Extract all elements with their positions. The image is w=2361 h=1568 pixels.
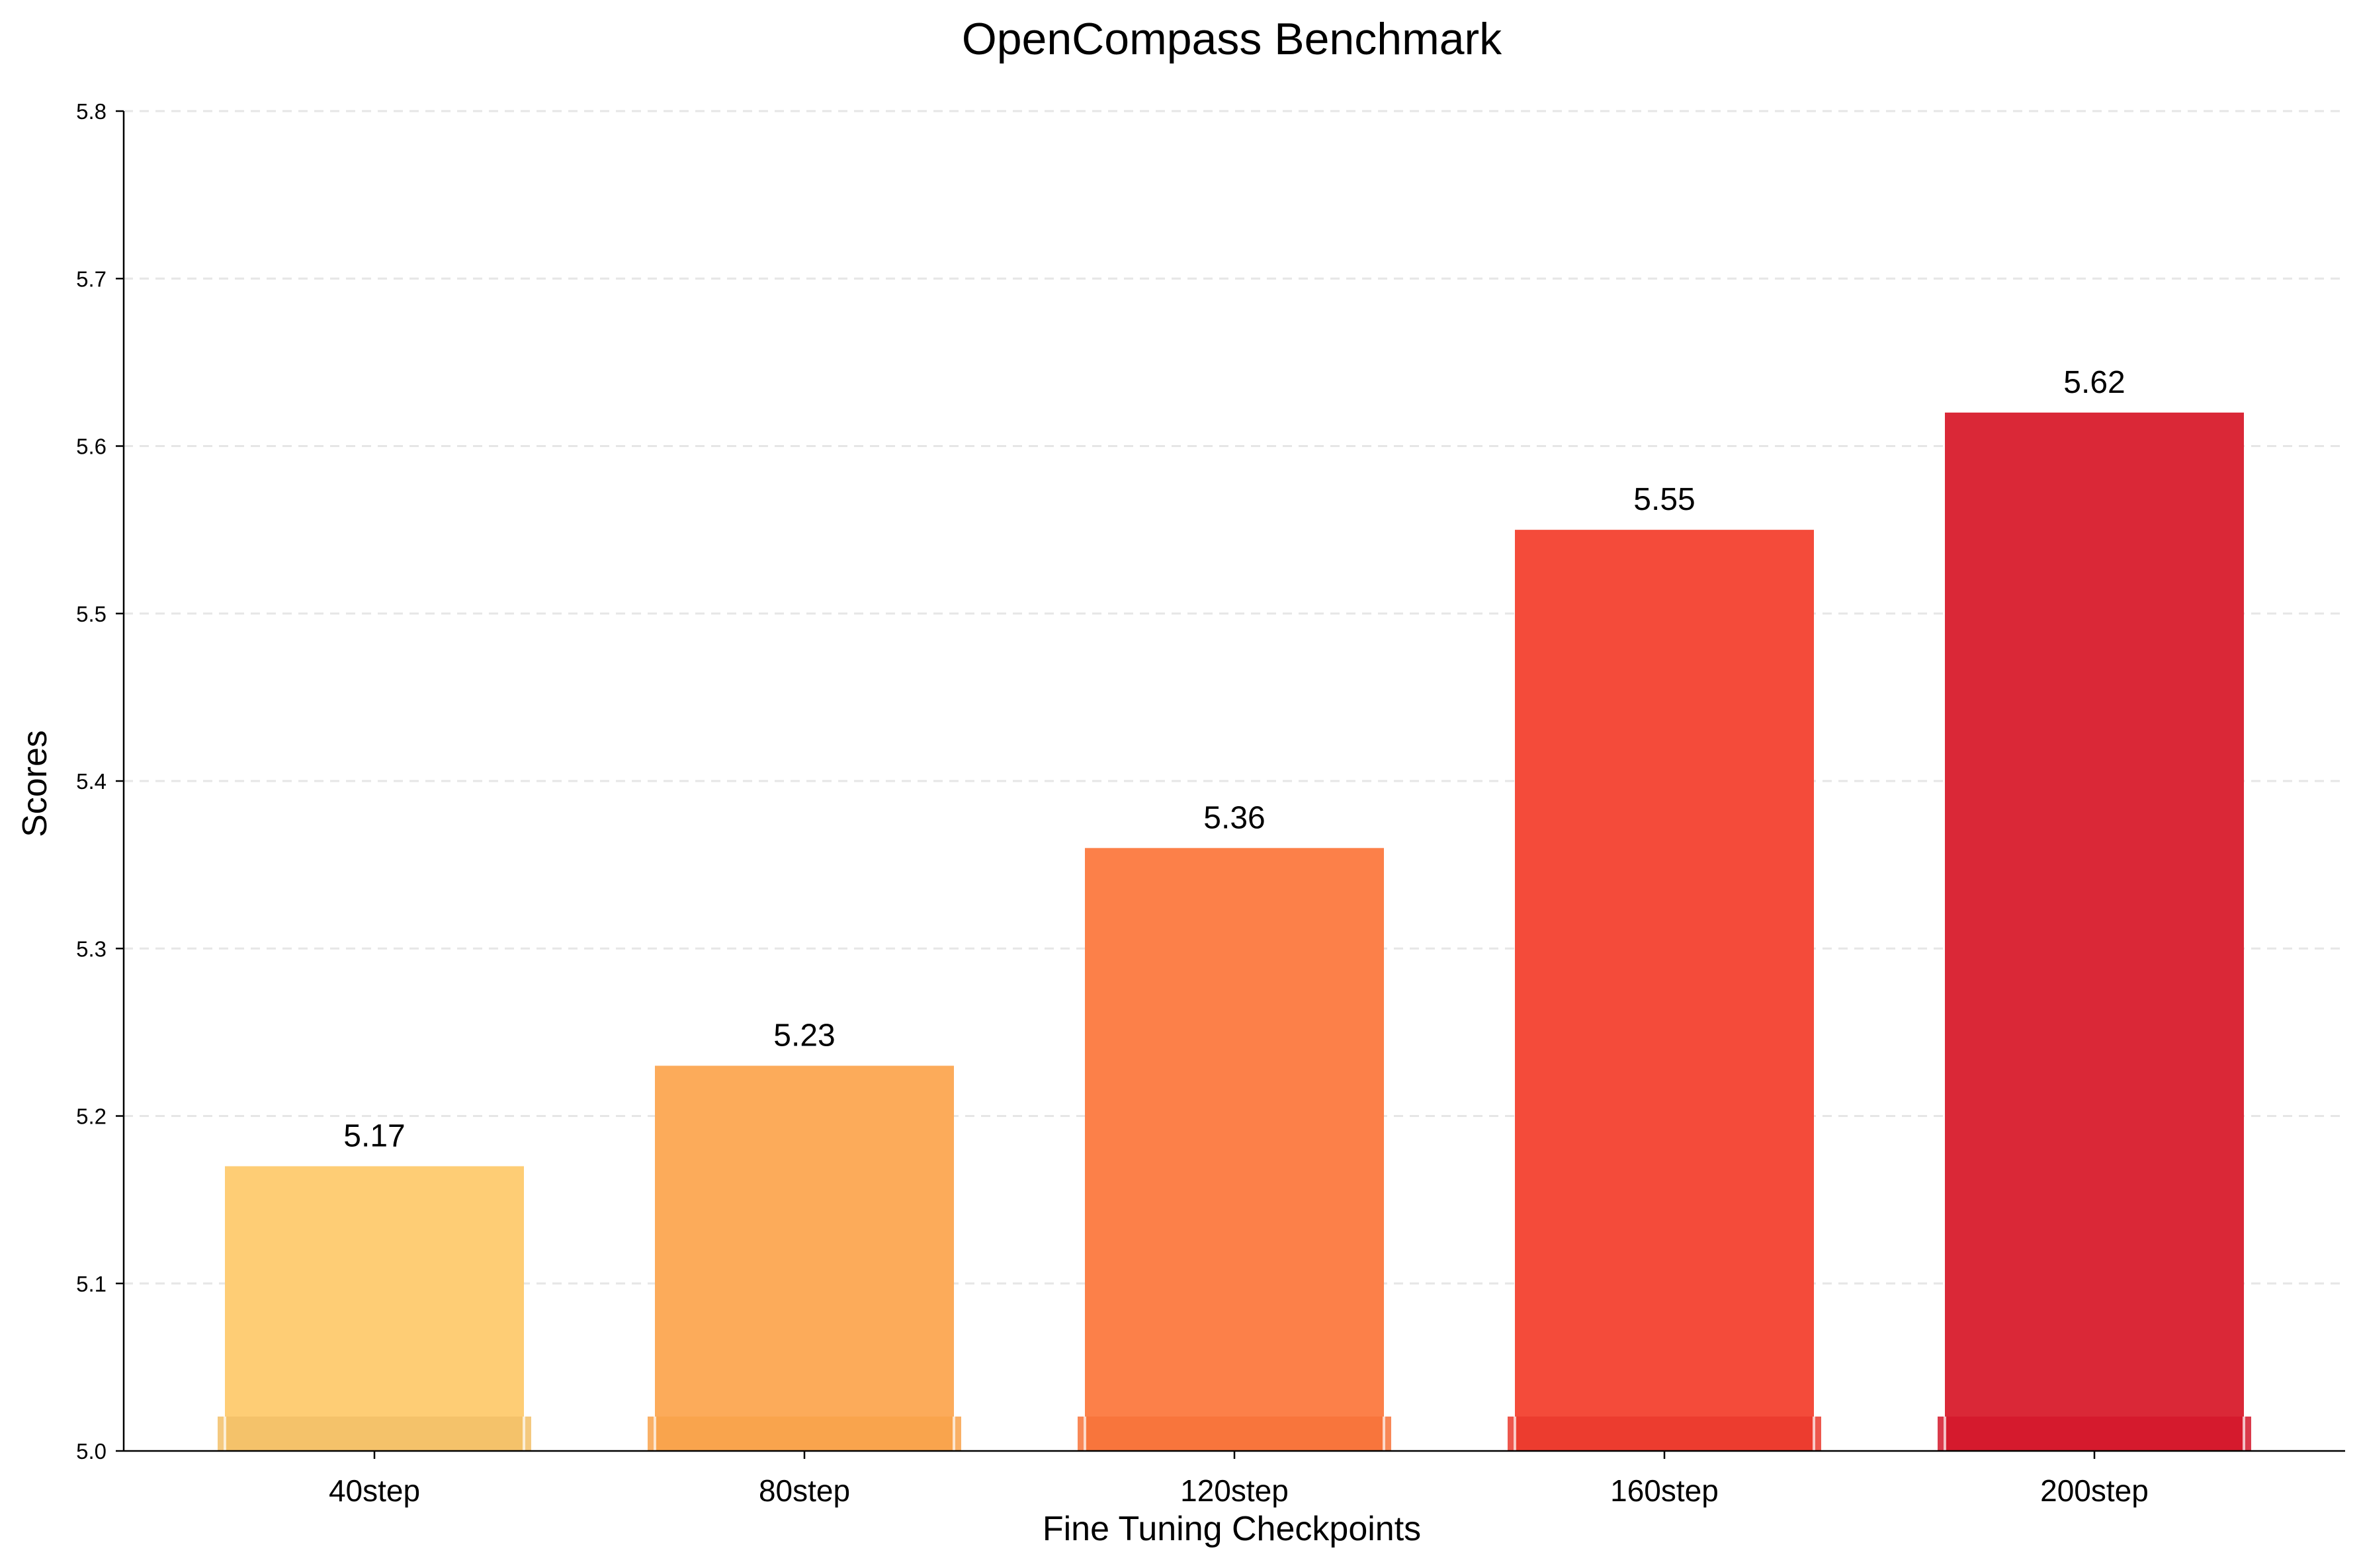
bar-base-edge — [1084, 1417, 1086, 1451]
x-tick-label: 160step — [1610, 1473, 1719, 1508]
bar-base-edge — [224, 1417, 226, 1451]
bar-80step — [655, 1065, 954, 1451]
bar-value-label: 5.62 — [2063, 365, 2125, 400]
y-tick-label: 5.4 — [76, 769, 107, 794]
y-tick-label: 5.2 — [76, 1104, 107, 1129]
bar-base-edge — [1514, 1417, 1516, 1451]
bar-base-strip — [1078, 1417, 1391, 1451]
y-tick-label: 5.1 — [76, 1272, 107, 1296]
bar-value-label: 5.55 — [1633, 482, 1695, 517]
bar-base-edge — [1813, 1417, 1815, 1451]
bar-base-edge — [654, 1417, 656, 1451]
y-tick-label: 5.3 — [76, 936, 107, 961]
axis-layer: 5.0 5.1 5.2 5.3 5.4 5.5 5.6 5.7 5.8 40step 80step 1… — [76, 99, 2345, 1508]
y-tick-label: 5.6 — [76, 434, 107, 459]
y-tick-label: 5.0 — [76, 1439, 107, 1464]
x-tick-label: 40step — [329, 1473, 420, 1508]
y-axis-title: Scores — [16, 730, 54, 837]
y-tick-label: 5.7 — [76, 267, 107, 291]
bar-base-edge — [2243, 1417, 2245, 1451]
bar-40step — [225, 1166, 524, 1451]
chart-title: OpenCompass Benchmark — [962, 14, 1502, 64]
bar-base-strip — [1938, 1417, 2251, 1451]
x-tick-label: 120step — [1180, 1473, 1289, 1508]
x-tick-label: 80step — [759, 1473, 850, 1508]
bar-base-strip — [648, 1417, 961, 1451]
y-tick-label: 5.8 — [76, 99, 107, 124]
bar-value-label: 5.17 — [343, 1118, 405, 1153]
y-tick-label: 5.5 — [76, 602, 107, 626]
bar-base-strip — [218, 1417, 531, 1451]
bar-value-label: 5.23 — [773, 1018, 835, 1053]
label-layer: 5.17 5.23 5.36 5.55 5.62 — [343, 365, 2125, 1154]
bar-base-edge — [1383, 1417, 1385, 1451]
x-axis-title: Fine Tuning Checkpoints — [1043, 1510, 1421, 1548]
bar-200step — [1945, 412, 2244, 1451]
bar-160step — [1515, 530, 1814, 1451]
bar-base-edge — [1944, 1417, 1946, 1451]
bar-layer — [218, 412, 2251, 1451]
x-tick-label: 200step — [2040, 1473, 2149, 1508]
bar-base-edge — [953, 1417, 955, 1451]
bar-base-strip — [1508, 1417, 1821, 1451]
bar-120step — [1085, 848, 1384, 1451]
bar-value-label: 5.36 — [1203, 800, 1265, 835]
bar-base-edge — [523, 1417, 525, 1451]
